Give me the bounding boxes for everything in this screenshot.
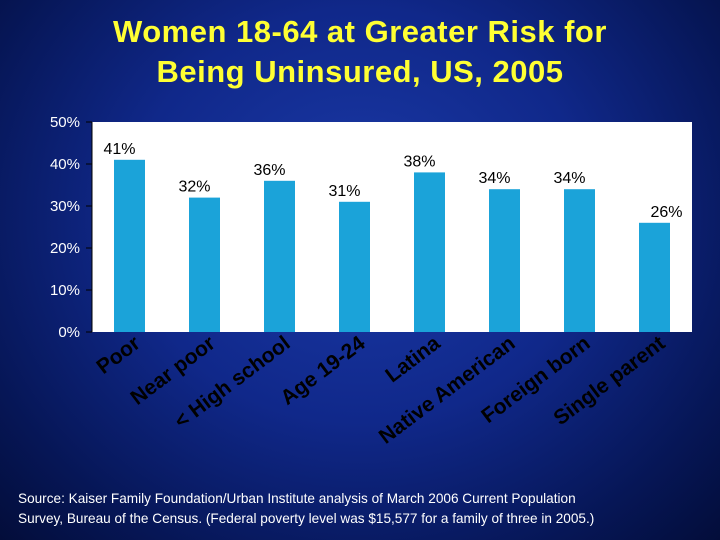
chart-title-line-2: Being Uninsured, US, 2005 xyxy=(156,54,564,89)
data-label: 31% xyxy=(328,183,360,200)
data-label: 34% xyxy=(553,170,585,187)
y-tick-label: 30% xyxy=(50,198,80,215)
bars xyxy=(114,159,670,332)
y-tick-label: 10% xyxy=(50,282,80,299)
y-axis: 0% 10% 20% 30% 40% 50% xyxy=(50,114,92,341)
data-label: 36% xyxy=(253,162,285,179)
y-tick-label: 20% xyxy=(50,240,80,257)
source-note-line-1: Source: Kaiser Family Foundation/Urban I… xyxy=(18,491,576,506)
data-label: 32% xyxy=(178,179,210,196)
bar xyxy=(564,189,595,332)
y-tick-label: 0% xyxy=(58,324,80,341)
y-tick-label: 40% xyxy=(50,156,80,173)
bar xyxy=(639,222,670,332)
bar xyxy=(414,172,445,332)
data-label: 38% xyxy=(403,153,435,170)
bar xyxy=(189,197,220,332)
x-tick-label: Poor xyxy=(92,332,144,379)
x-tick-label: Native American xyxy=(375,332,520,449)
y-tick-label: 50% xyxy=(50,114,80,131)
bar xyxy=(489,189,520,332)
x-tick-label: Age 19-24 xyxy=(276,331,369,409)
data-label: 41% xyxy=(103,141,135,158)
plot-area xyxy=(92,122,692,332)
chart-title-line-1: Women 18-64 at Greater Risk for xyxy=(113,14,607,49)
source-note-line-2: Survey, Bureau of the Census. (Federal p… xyxy=(18,511,595,526)
data-label: 34% xyxy=(478,170,510,187)
bar xyxy=(114,159,145,332)
data-label: 26% xyxy=(650,204,682,221)
bar xyxy=(339,201,370,332)
source-note: Source: Kaiser Family Foundation/Urban I… xyxy=(18,489,718,529)
x-tick-label: Latina xyxy=(381,331,444,387)
chart-title: Women 18-64 at Greater Risk for Being Un… xyxy=(0,12,720,92)
bar xyxy=(264,180,295,332)
value-labels: 41% 32% 36% 31% 38% 34% 34% 26% xyxy=(103,141,682,221)
